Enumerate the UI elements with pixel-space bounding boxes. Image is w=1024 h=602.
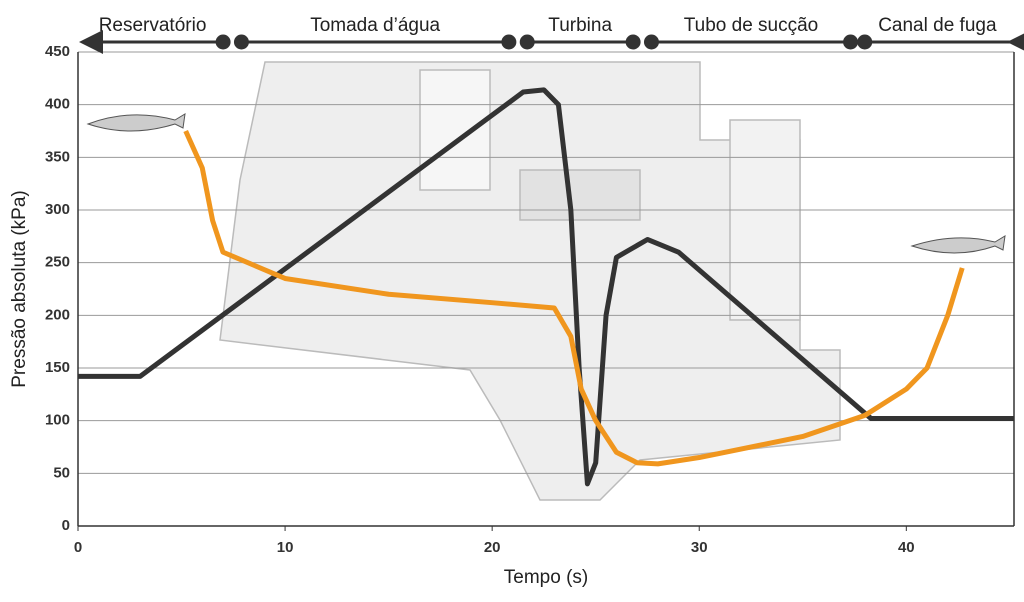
- y-tick-label: 300: [45, 201, 70, 218]
- data-line: [183, 129, 965, 467]
- y-tick-label: 400: [45, 96, 70, 113]
- region-label: Tubo de sucção: [684, 15, 819, 36]
- x-axis-label: Tempo (s): [504, 567, 588, 588]
- y-tick-label: 250: [45, 254, 70, 271]
- y-tick-label: 200: [45, 306, 70, 323]
- y-tick-label: 150: [45, 359, 70, 376]
- x-tick-label: 10: [277, 539, 294, 556]
- plot-area: 0 50 100 150 200 250 300 350 400 450 0 10 20 30 40 Rese…: [45, 15, 1024, 556]
- fish-icons: [86, 113, 1006, 254]
- x-tick-label: 30: [691, 539, 708, 556]
- y-tick-label: 0: [62, 517, 70, 534]
- y-tick-label: 50: [53, 464, 70, 481]
- x-tick-label: 40: [898, 539, 915, 556]
- region-label: Tomada d’água: [310, 15, 440, 36]
- y-tick-label: 450: [45, 43, 70, 60]
- data-line: [78, 87, 1014, 487]
- region-label: Reservatório: [99, 15, 207, 36]
- x-tick-label: 0: [74, 539, 82, 556]
- y-tick-label: 100: [45, 412, 70, 429]
- region-label: Turbina: [548, 15, 612, 36]
- background-diagram: [219, 61, 841, 501]
- region-label: Canal de fuga: [878, 15, 997, 36]
- x-tick-label: 20: [484, 539, 501, 556]
- y-axis-label: Pressão absoluta (kPa): [9, 190, 30, 388]
- y-tick-label: 350: [45, 148, 70, 165]
